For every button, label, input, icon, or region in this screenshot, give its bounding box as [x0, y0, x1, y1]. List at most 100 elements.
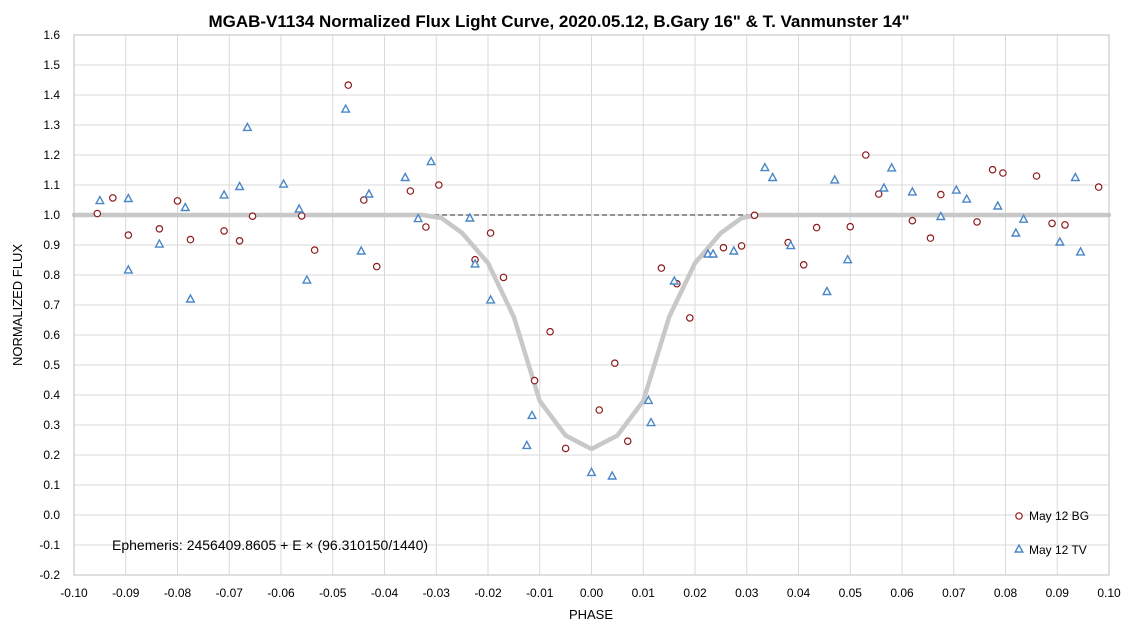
ephemeris-annotation: Ephemeris: 2456409.8605 + E × (96.310150…: [112, 537, 428, 553]
tv-data-point: [464, 212, 475, 222]
bg-data-point: [1032, 172, 1041, 180]
y-tick-label: 0.9: [43, 238, 60, 252]
bg-data-point: [155, 225, 164, 233]
tv-data-point: [219, 189, 230, 199]
bg-data-point: [422, 223, 430, 231]
bg-data-point: [1061, 221, 1069, 229]
tv-data-point: [123, 264, 134, 274]
tv-data-point: [363, 188, 374, 198]
bg-data-point: [686, 314, 694, 322]
tv-data-point: [234, 181, 245, 191]
tv-data-point: [759, 162, 770, 172]
bg-data-point: [610, 359, 619, 368]
tv-data-point: [340, 103, 351, 113]
y-tick-label: 0.4: [43, 388, 60, 402]
tv-data-point: [785, 240, 796, 250]
bg-data-point: [799, 260, 808, 269]
y-tick-label: 0.1: [43, 478, 60, 492]
tv-data-point: [180, 202, 191, 212]
tv-data-point: [886, 162, 897, 172]
y-tick-label: 1.1: [43, 178, 60, 192]
bg-data-point: [908, 216, 917, 225]
bg-data-point: [937, 190, 945, 199]
x-tick-label: 0.05: [839, 586, 863, 600]
bg-data-point: [173, 197, 182, 205]
tv-data-point: [278, 178, 289, 188]
tv-data-point: [767, 172, 778, 182]
x-tick-label: 0.09: [1046, 586, 1070, 600]
bg-data-point: [812, 223, 821, 232]
y-tick-label: 0.3: [43, 418, 60, 432]
bg-data-point: [235, 237, 244, 245]
tv-data-point: [607, 470, 618, 480]
bg-data-point: [359, 196, 368, 204]
x-tick-label: 0.02: [683, 586, 707, 600]
x-tick-label: -0.03: [423, 586, 451, 600]
y-tick-labels: -0.2 -0.1 0.0 0.1 0.2 0.3 0.4 0.5 0.6 0.7 0.8 0.9 1.…: [39, 28, 60, 582]
tv-data-point: [485, 294, 496, 304]
x-tick-label: -0.06: [267, 586, 295, 600]
y-tick-label: 0.0: [43, 508, 60, 522]
bg-data-point: [486, 229, 495, 237]
bg-data-point: [248, 212, 257, 221]
bg-data-point: [124, 231, 133, 239]
tv-data-point: [992, 200, 1003, 210]
tv-data-point: [669, 275, 680, 285]
legend: May 12 BG May 12 TV: [1014, 509, 1089, 557]
tv-data-point: [1010, 227, 1021, 237]
tv-data-point: [1075, 246, 1086, 256]
y-tick-label: 0.5: [43, 358, 60, 372]
x-tick-label: -0.10: [60, 586, 88, 600]
tv-data-point: [470, 258, 481, 268]
model-curve: [71, 212, 1112, 452]
bg-data-point: [310, 246, 319, 254]
bg-data-point: [623, 437, 632, 446]
x-tick-label: -0.09: [112, 586, 140, 600]
y-axis-label: NORMALIZED FLUX: [10, 244, 25, 366]
bg-data-point: [546, 327, 554, 336]
bg-data-point: [657, 264, 666, 272]
tv-data-point: [646, 417, 656, 427]
bg-data-point: [220, 227, 228, 235]
bg-data-point: [973, 218, 981, 226]
y-tick-label: -0.1: [39, 538, 60, 552]
y-tick-label: 1.4: [43, 88, 60, 102]
model-curve-line: [71, 212, 1112, 452]
x-tick-labels: -0.10 -0.09 -0.08 -0.07 -0.06 -0.05 -0.04 -0.03…: [60, 586, 1121, 600]
chart-title: MGAB-V1134 Normalized Flux Light Curve, …: [208, 12, 909, 31]
tv-data-point: [400, 172, 411, 182]
tv-data-point: [586, 466, 597, 477]
bg-data-point: [499, 273, 508, 282]
bg-data-point: [999, 169, 1007, 177]
bg-data-point: [846, 222, 855, 231]
tv-data-point: [1054, 236, 1065, 246]
data-points: [93, 81, 1103, 480]
tv-data-point: [842, 254, 853, 264]
bg-data-point: [561, 444, 570, 453]
bg-data-point: [861, 151, 870, 159]
x-axis-label: PHASE: [569, 607, 613, 622]
bg-data-point: [372, 262, 381, 271]
x-tick-label: 0.04: [787, 586, 811, 600]
tv-data-point: [242, 121, 253, 132]
bg-data-point: [1048, 219, 1056, 228]
y-tick-label: 0.2: [43, 448, 60, 462]
y-tick-label: 1.3: [43, 118, 60, 132]
tv-data-point: [301, 274, 312, 284]
tv-data-point: [521, 439, 532, 450]
bg-data-point: [874, 190, 883, 198]
tv-data-point: [829, 174, 840, 184]
bg-data-point: [93, 209, 102, 218]
x-tick-label: 0.06: [890, 586, 914, 600]
tv-data-point: [94, 195, 105, 205]
y-tick-label: 0.6: [43, 328, 60, 342]
bg-data-point: [926, 234, 935, 242]
x-tick-label: 0.00: [580, 586, 604, 600]
bg-data-point: [406, 187, 415, 195]
y-tick-label: 1.0: [43, 208, 60, 222]
tv-data-point: [426, 156, 437, 166]
tv-data-point: [935, 211, 946, 221]
plot-grid: [73, 34, 1110, 576]
x-tick-label: 0.07: [942, 586, 966, 600]
tv-data-point: [878, 182, 889, 192]
